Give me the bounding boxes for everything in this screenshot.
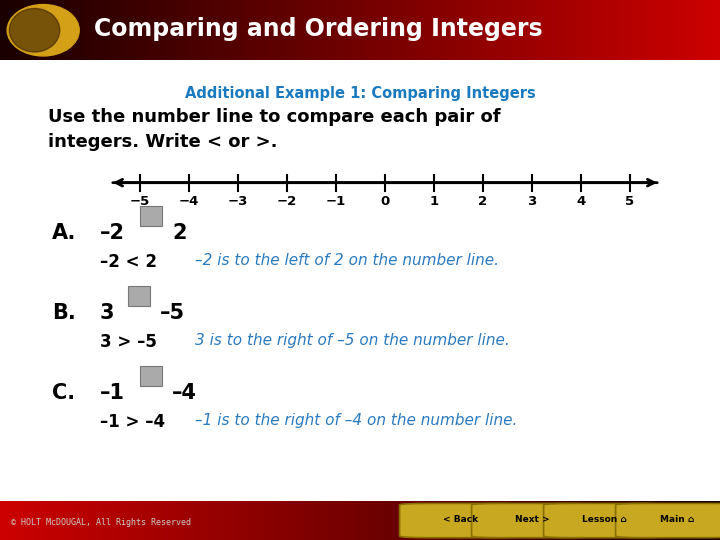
Text: −4: −4 [179, 195, 199, 208]
Text: –1: –1 [100, 383, 125, 403]
Text: A.: A. [52, 222, 76, 242]
Text: 4: 4 [577, 195, 585, 208]
Text: Use the number line to compare each pair of: Use the number line to compare each pair… [48, 107, 500, 125]
Text: 5: 5 [626, 195, 634, 208]
Text: –4: –4 [172, 383, 197, 403]
Text: −1: −1 [326, 195, 346, 208]
Text: –2 < 2: –2 < 2 [100, 253, 157, 271]
Text: Main ⌂: Main ⌂ [660, 515, 694, 524]
FancyBboxPatch shape [472, 503, 594, 538]
Text: © HOLT McDOUGAL, All Rights Reserved: © HOLT McDOUGAL, All Rights Reserved [11, 518, 191, 527]
Text: 1: 1 [429, 195, 438, 208]
FancyBboxPatch shape [616, 503, 720, 538]
Text: –1 > –4: –1 > –4 [100, 413, 165, 431]
Text: 3: 3 [100, 303, 114, 323]
Text: 3: 3 [527, 195, 536, 208]
Text: Comparing and Ordering Integers: Comparing and Ordering Integers [94, 17, 542, 41]
Text: –1 is to the right of –4 on the number line.: –1 is to the right of –4 on the number l… [195, 413, 518, 428]
Ellipse shape [7, 4, 79, 56]
Bar [140, 206, 162, 226]
Text: C.: C. [52, 383, 75, 403]
Text: B.: B. [52, 303, 76, 323]
Text: 0: 0 [380, 195, 390, 208]
Text: −2: −2 [277, 195, 297, 208]
Text: −5: −5 [130, 195, 150, 208]
Text: 3 > –5: 3 > –5 [100, 333, 157, 351]
Text: Additional Example 1: Comparing Integers: Additional Example 1: Comparing Integers [184, 85, 536, 100]
FancyBboxPatch shape [0, 60, 720, 501]
FancyBboxPatch shape [544, 503, 666, 538]
Text: Lesson ⌂: Lesson ⌂ [582, 515, 627, 524]
Text: < Back: < Back [444, 515, 478, 524]
Text: –2 is to the left of 2 on the number line.: –2 is to the left of 2 on the number lin… [195, 253, 499, 268]
Text: –2: –2 [100, 222, 125, 242]
Text: Next >: Next > [516, 515, 550, 524]
FancyBboxPatch shape [400, 503, 522, 538]
Text: 2: 2 [172, 222, 186, 242]
Text: integers. Write < or >.: integers. Write < or >. [48, 133, 277, 151]
Text: 2: 2 [478, 195, 487, 208]
Bar [140, 366, 162, 386]
Bar [128, 286, 150, 306]
Ellipse shape [9, 9, 60, 52]
Text: −3: −3 [228, 195, 248, 208]
Text: 3 is to the right of –5 on the number line.: 3 is to the right of –5 on the number li… [195, 333, 510, 348]
Text: –5: –5 [160, 303, 185, 323]
